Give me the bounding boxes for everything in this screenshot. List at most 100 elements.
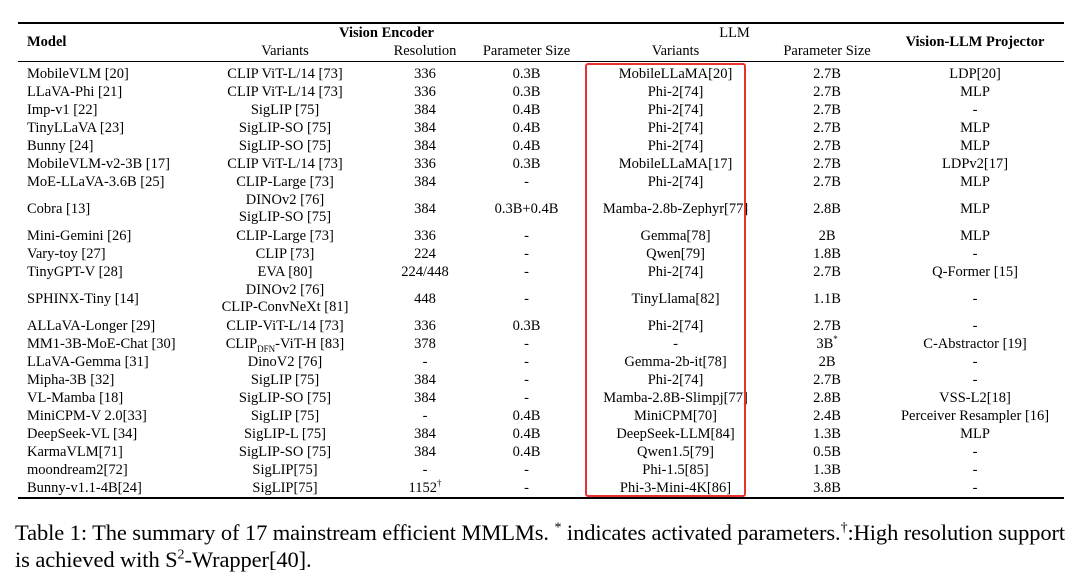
cell-projector-text: MLP [960,83,990,100]
cell-llm-variant: Phi-2[74] [583,119,768,137]
cell-resolution: - [380,407,470,425]
cell-ve-variant: CLIP-ViT-L/14 [73] [190,317,380,335]
cell-resolution: 224/448 [380,263,470,281]
header-llm: LLM [583,22,887,42]
cell-llm-variant-text: Gemma[78] [640,227,711,244]
cell-ve-variant: SigLIP [75] [190,101,380,119]
cell-resolution-text: - [422,353,428,370]
table-row: Bunny [24] SigLIP-SO [75] 384 0.4B Phi-2[74]… [18,137,1064,155]
cell-ve-variant: SigLIP-SO [75] [190,137,380,155]
cell-llm-variant-text: Phi-2[74] [647,173,704,190]
ve-variant-line-2: SigLIP-SO [75] [238,208,332,225]
cell-ve-param-size: 0.3B [470,83,583,101]
cell-resolution: - [380,461,470,479]
cell-ve-variant-text: SigLIP-SO [75] [238,119,332,136]
cell-ve-variant-text: EVA [80] [257,263,313,280]
cell-model-text: KarmaVLM[71] [27,443,123,460]
cell-ve-variant-text: SigLIP-SO [75] [238,443,332,460]
cell-llm-param-size-text: 2.8B [813,200,841,217]
cell-model-text: Vary-toy [27] [27,245,106,262]
cell-llm-variant-text: - [673,335,678,352]
header-ve-resolution: Resolution [380,42,470,62]
cell-ve-param-size-text: 0.3B+0.4B [494,200,559,217]
cell-llm-param-size-text: 2B [818,227,836,244]
cell-llm-variant-text: Phi-1.5[85] [642,461,709,478]
cell-llm-param-size-text: 3B [816,335,834,352]
cell-projector-text: - [972,479,978,496]
cell-llm-variant-text: Mamba-2.8b-Zephyr[77] [602,200,749,217]
cell-ve-param-size: - [470,353,583,371]
cell-ve-param-size: 0.3B [470,61,583,83]
cell-resolution-sup: † [436,477,442,488]
cell-ve-variant: SigLIP-SO [75] [190,389,380,407]
cell-ve-param-size-text: - [524,389,529,406]
cell-llm-variant: - [583,335,768,353]
cell-ve-param-size: 0.3B+0.4B [470,191,583,227]
cell-resolution: 1152† [380,477,470,499]
cell-projector: - [886,245,1064,263]
cell-llm-param-size: 2.7B [768,83,886,101]
cell-model-text: Bunny [24] [27,137,94,154]
header-ve-param-size: Parameter Size [470,42,584,62]
cell-ve-param-size: - [470,335,583,353]
ve-variant-prefix: CLIP [225,335,258,352]
cell-llm-param-size: 1.3B [768,425,886,443]
ve-variant-subscript: DFN [257,343,276,354]
cell-ve-variant: SigLIP [75] [190,371,380,389]
cell-llm-param-size-text: 2.7B [813,65,841,82]
cell-llm-param-size: 1.8B [768,245,886,263]
table-row: KarmaVLM[71] SigLIP-SO [75] 384 0.4B Qwen1.5… [18,443,1064,461]
table-row: Vary-toy [27] CLIP [73] 224 - Qwen[79] 1.8B - [18,245,1064,263]
cell-model: MoE-LLaVA-3.6B [25] [18,173,190,191]
cell-projector-text: - [972,353,978,370]
cell-llm-variant: Qwen[79] [583,245,768,263]
cell-projector-text: LDP[20] [949,65,1001,82]
cell-projector-text: MLP [960,425,990,442]
cell-model: TinyLLaVA [23] [18,119,190,137]
cell-llm-param-size-text: 1.1B [813,290,841,307]
cell-projector: - [886,461,1064,479]
cell-llm-variant: Phi-2[74] [583,83,768,101]
cell-llm-variant-text: Qwen[79] [646,245,705,262]
cell-llm-variant: MiniCPM[70] [583,407,768,425]
cell-llm-variant-text: MobileLLaMA[20] [618,65,733,82]
cell-resolution-text: 384 [414,173,436,190]
ve-variant-line-1: DINOv2 [76] [245,191,325,208]
table-row: MiniCPM-V 2.0[33] SigLIP [75] - 0.4B MiniCPM… [18,407,1064,425]
cell-projector: MLP [886,119,1064,137]
cell-projector-text: - [972,290,978,307]
cell-resolution: 384 [380,137,470,155]
table-row: VL-Mamba [18] SigLIP-SO [75] 384 - Mamba-2.8… [18,389,1064,407]
cell-ve-variant-text: SigLIP-SO [75] [238,389,332,406]
cell-llm-param-size-text: 2.7B [813,371,841,388]
cell-projector-text: Q-Former [15] [932,263,1018,280]
cell-model: Imp-v1 [22] [18,101,190,119]
table-row: Mipha-3B [32] SigLIP [75] 384 - Phi-2[74] 2.7… [18,371,1064,389]
cell-ve-variant-text: CLIP [73] [255,245,315,262]
cell-projector: MLP [886,83,1064,101]
cell-llm-variant-text: Qwen1.5[79] [637,443,714,460]
cell-ve-param-size-text: 0.3B [512,317,541,334]
cell-llm-variant-text: Phi-2[74] [647,101,704,118]
cell-llm-param-size: 2.8B [768,191,886,227]
cell-ve-param-size: 0.4B [470,137,583,155]
cell-llm-param-size-text: 2.7B [813,83,841,100]
cell-projector: - [886,317,1064,335]
cell-resolution-text: 336 [414,65,436,82]
cell-ve-param-size: - [470,173,583,191]
cell-llm-param-size: 2.7B [768,119,886,137]
cell-resolution: 384 [380,371,470,389]
caption-sup2: 2 [177,547,185,563]
cell-llm-param-size: 0.5B [768,443,886,461]
cell-ve-param-size-text: - [524,479,529,496]
cell-llm-param-size: 2.7B [768,101,886,119]
cell-ve-variant-text: CLIP-Large [73] [236,227,334,244]
cell-llm-param-size: 2.7B [768,371,886,389]
header-llm-variants: Variants [583,42,769,62]
cell-llm-variant: MobileLLaMA[20] [583,61,768,83]
cell-resolution-text: 384 [414,137,436,154]
cell-projector: - [886,101,1064,119]
cell-projector-text: - [972,101,978,118]
cell-llm-param-size-text: 2.8B [813,389,841,406]
header-row-1: Model Vision Encoder LLM Vision-LLM Proj… [18,22,1065,62]
